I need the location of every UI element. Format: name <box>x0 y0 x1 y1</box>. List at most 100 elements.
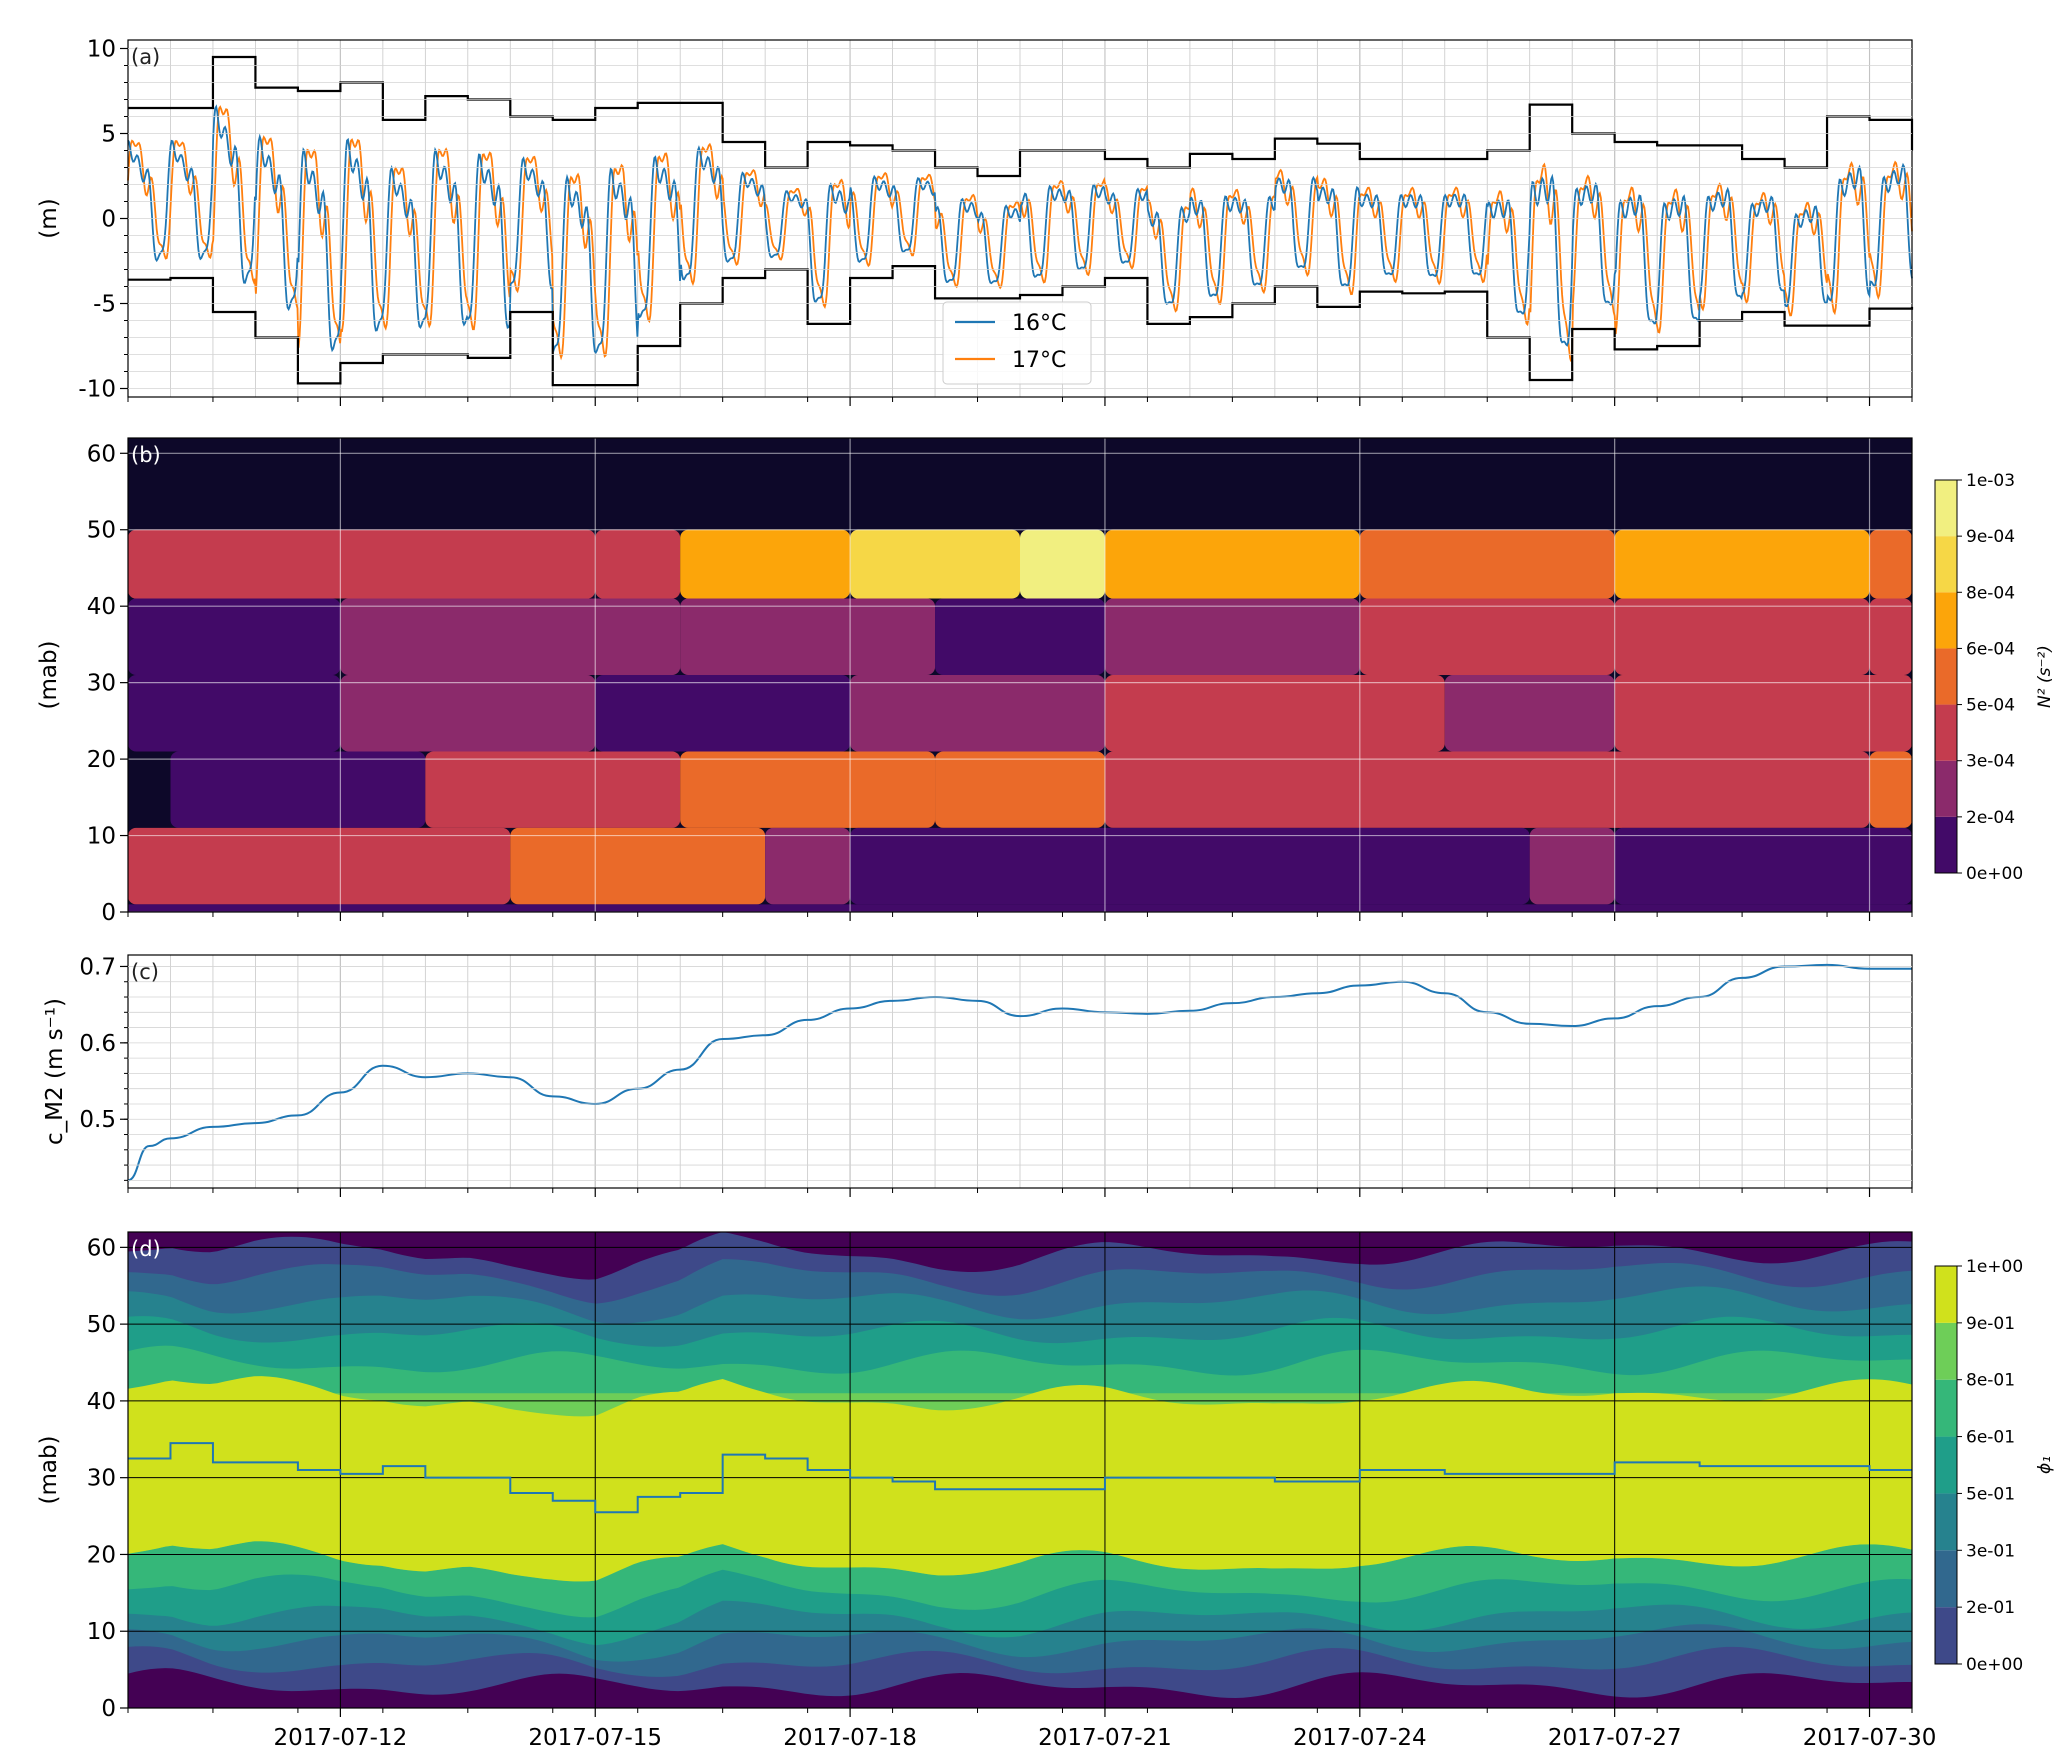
y-tick-label: 20 <box>87 747 116 773</box>
y-tick-label: 10 <box>87 824 116 850</box>
colorbar-frame <box>1934 1265 1958 1665</box>
heatmap-cell <box>595 675 851 752</box>
x-tick-label: 2017-07-27 <box>1548 1725 1682 1751</box>
heatmap-cell <box>850 529 1020 599</box>
heatmap-cell <box>680 529 851 599</box>
y-tick-label: -5 <box>93 292 116 318</box>
colorbar-tick-label: 2e-01 <box>1966 1598 2015 1618</box>
heatmap-cell <box>595 529 681 599</box>
heatmap-cell <box>128 598 341 675</box>
panel-d-x-ticks: 2017-07-12 2017-07-15 2017-07-18 2017-07-21… <box>127 1708 1936 1751</box>
panel-b-heatmap <box>128 438 1912 912</box>
panel-a: -10 -5 0 5 10 (a) (m) 16°C 17°C <box>36 37 1914 406</box>
panel-c-line <box>127 963 1912 1182</box>
colorbar-tick-label: 0e+00 <box>1966 1655 2023 1675</box>
heatmap-cell <box>1614 675 1912 752</box>
heatmap-cell <box>510 827 766 905</box>
colorbar-tick-label: 5e-01 <box>1966 1484 2015 1504</box>
y-tick-label: 0 <box>101 1696 116 1722</box>
heatmap-cell <box>765 827 851 905</box>
heatmap-cell <box>1869 598 1912 675</box>
heatmap-cell <box>680 598 936 675</box>
panel-a-y-label: (m) <box>36 198 62 238</box>
heatmap-cell <box>935 598 1105 675</box>
heatmap-cell <box>1529 827 1615 905</box>
heatmap-cell <box>128 904 1912 912</box>
panel-b: 0 10 20 30 40 50 60 (b) (mab) 0e+00 2e-04 3e-04 5… <box>36 437 2055 926</box>
heatmap-cell <box>1104 529 1360 599</box>
panel-c-y-label: c_M2 (m s⁻¹) <box>42 998 68 1145</box>
colorbar-segment <box>1935 592 1957 649</box>
heatmap-cell <box>128 529 596 599</box>
panel-c: 0.5 0.6 0.7 (c) c_M2 (m s⁻¹) <box>42 954 1913 1197</box>
heatmap-cell <box>128 675 341 752</box>
y-tick-label: 20 <box>87 1542 116 1568</box>
colorbar-tick-label: 3e-01 <box>1966 1541 2015 1561</box>
y-tick-label: 10 <box>87 37 116 63</box>
y-tick-label: 0.5 <box>79 1107 116 1133</box>
heatmap-cell <box>680 751 936 828</box>
y-tick-label: 0 <box>101 207 116 233</box>
colorbar-segment <box>1935 1436 1957 1494</box>
colorbar-tick-label: 1e-03 <box>1966 471 2015 491</box>
heatmap-cell <box>128 827 511 905</box>
x-tick-label: 2017-07-15 <box>528 1725 662 1751</box>
colorbar-frame <box>1934 479 1958 874</box>
colorbar-tick-label: 8e-04 <box>1966 583 2015 603</box>
y-tick-label: 60 <box>87 1235 116 1261</box>
panel-b-colorbar: 0e+00 2e-04 3e-04 5e-04 6e-04 8e-04 9e-04 1e-03… <box>1934 471 2055 884</box>
y-tick-label: 30 <box>87 671 116 697</box>
heatmap-cell <box>340 675 596 752</box>
colorbar-label: ϕ₁ <box>2035 1456 2055 1474</box>
colorbar-segment <box>1935 1493 1957 1551</box>
colorbar-segment <box>1935 704 1957 761</box>
colorbar-segment <box>1935 760 1957 817</box>
legend-label-16c: 16°C <box>1012 311 1066 336</box>
heatmap-cell <box>340 598 681 675</box>
heatmap-cell <box>1614 827 1912 905</box>
colorbar-segment <box>1935 1550 1957 1608</box>
colorbar-segment <box>1935 1379 1957 1437</box>
panel-b-y-ticks: 0 10 20 30 40 50 60 <box>87 441 128 926</box>
colorbar-tick-label: 2e-04 <box>1966 808 2015 828</box>
y-tick-label: 40 <box>87 594 116 620</box>
y-tick-label: 0.6 <box>79 1031 116 1057</box>
heatmap-cell <box>1614 598 1870 675</box>
panel-d-frame <box>127 1231 1913 1709</box>
colorbar-segment <box>1935 480 1957 537</box>
heatmap-cell <box>1104 675 1445 752</box>
y-tick-label: 0.7 <box>79 954 116 980</box>
y-tick-label: 10 <box>87 1619 116 1645</box>
panel-d-y-label: (mab) <box>36 1435 62 1504</box>
panel-b-y-label: (mab) <box>36 640 62 709</box>
band-level <box>128 1376 1912 1582</box>
x-tick-label: 2017-07-18 <box>783 1725 917 1751</box>
heatmap-cell <box>850 675 1105 752</box>
heatmap-cell <box>1104 598 1360 675</box>
colorbar-segment <box>1935 1322 1957 1380</box>
panel-b-frame <box>127 437 1913 913</box>
y-tick-label: 60 <box>87 441 116 467</box>
panel-d-heatmap <box>128 1232 1912 1708</box>
heatmap-cell <box>425 751 681 828</box>
heatmap-cell <box>170 751 426 828</box>
panel-d-max-line <box>128 1442 1912 1514</box>
panel-b-label: (b) <box>131 443 161 467</box>
colorbar-tick-label: 8e-01 <box>1966 1371 2015 1391</box>
y-tick-label: -10 <box>78 377 116 403</box>
heatmap-cell <box>1020 529 1105 599</box>
y-tick-label: 50 <box>87 518 116 544</box>
y-tick-label: 30 <box>87 1466 116 1492</box>
panel-a-label: (a) <box>131 45 160 69</box>
colorbar-segment <box>1935 1266 1957 1323</box>
envelope-upper-line <box>128 55 1914 178</box>
panel-d-colorbar: 0e+00 2e-01 3e-01 5e-01 6e-01 8e-01 9e-01 1e+00… <box>1934 1257 2055 1675</box>
heatmap-cell <box>1869 529 1912 599</box>
heatmap-cell <box>128 751 171 828</box>
colorbar-segment <box>1935 536 1957 593</box>
y-tick-label: 50 <box>87 1312 116 1338</box>
colorbar-tick-label: 9e-04 <box>1966 527 2015 547</box>
x-tick-label: 2017-07-24 <box>1293 1725 1427 1751</box>
